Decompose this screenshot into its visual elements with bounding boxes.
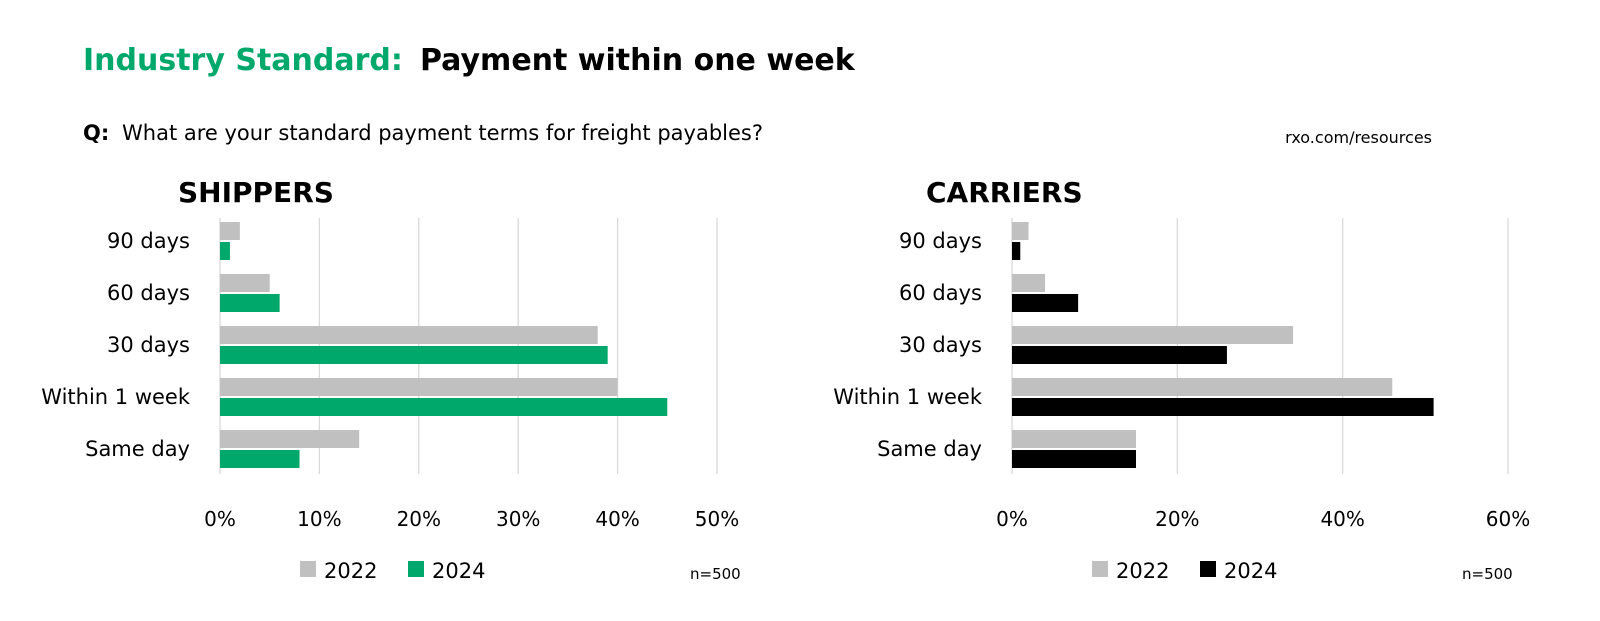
question-label: Q: xyxy=(83,121,109,145)
legend-label: 2022 xyxy=(1116,559,1169,583)
x-tick-label: 20% xyxy=(1155,507,1199,531)
category-label: 60 days xyxy=(899,281,982,305)
bar-2022-90-days xyxy=(1012,222,1029,240)
x-tick-label: 10% xyxy=(297,507,341,531)
bar-2024-90-days xyxy=(1012,242,1021,260)
category-label: 90 days xyxy=(899,229,982,253)
category-label: Same day xyxy=(877,437,982,461)
title-prefix: Industry Standard: xyxy=(83,43,403,78)
x-tick-label: 60% xyxy=(1486,507,1530,531)
bar-2022-within-1-week xyxy=(220,378,618,396)
x-tick-label: 0% xyxy=(204,507,236,531)
x-tick-label: 0% xyxy=(996,507,1028,531)
bar-2022-30-days xyxy=(1012,326,1294,344)
legend-swatch-2024 xyxy=(408,561,424,577)
legend-label: 2024 xyxy=(1224,559,1277,583)
bar-2024-60-days xyxy=(1012,294,1079,312)
x-tick-label: 20% xyxy=(397,507,441,531)
title-main: Payment within one week xyxy=(420,43,856,78)
x-tick-label: 50% xyxy=(695,507,739,531)
source-link: rxo.com/resources xyxy=(1285,128,1432,147)
bar-2024-same-day xyxy=(1012,450,1136,468)
category-label: Same day xyxy=(85,437,190,461)
category-label: 60 days xyxy=(107,281,190,305)
bar-2024-within-1-week xyxy=(220,398,668,416)
bar-2024-30-days xyxy=(1012,346,1227,364)
bar-2024-90-days xyxy=(220,242,230,260)
bar-2024-within-1-week xyxy=(1012,398,1434,416)
bar-2022-60-days xyxy=(220,274,270,292)
bar-2022-60-days xyxy=(1012,274,1046,292)
sample-size-note: n=500 xyxy=(1462,565,1513,583)
sample-size-note: n=500 xyxy=(690,565,741,583)
question-text: What are your standard payment terms for… xyxy=(122,121,763,145)
x-tick-label: 30% xyxy=(496,507,540,531)
chart-title: SHIPPERS xyxy=(178,176,334,209)
category-label: Within 1 week xyxy=(41,385,191,409)
chart-title: CARRIERS xyxy=(926,176,1083,209)
bar-2022-90-days xyxy=(220,222,240,240)
x-tick-label: 40% xyxy=(595,507,639,531)
bar-2024-same-day xyxy=(220,450,300,468)
bar-2022-30-days xyxy=(220,326,598,344)
bar-2022-same-day xyxy=(1012,430,1136,448)
bar-2022-within-1-week xyxy=(1012,378,1393,396)
bar-2024-30-days xyxy=(220,346,608,364)
legend-swatch-2022 xyxy=(300,561,316,577)
legend-label: 2024 xyxy=(432,559,485,583)
category-label: 30 days xyxy=(899,333,982,357)
bar-2022-same-day xyxy=(220,430,360,448)
category-label: 90 days xyxy=(107,229,190,253)
legend-swatch-2024 xyxy=(1200,561,1216,577)
legend-label: 2022 xyxy=(324,559,377,583)
category-label: 30 days xyxy=(107,333,190,357)
x-tick-label: 40% xyxy=(1320,507,1364,531)
category-label: Within 1 week xyxy=(833,385,983,409)
legend-swatch-2022 xyxy=(1092,561,1108,577)
bar-2024-60-days xyxy=(220,294,280,312)
